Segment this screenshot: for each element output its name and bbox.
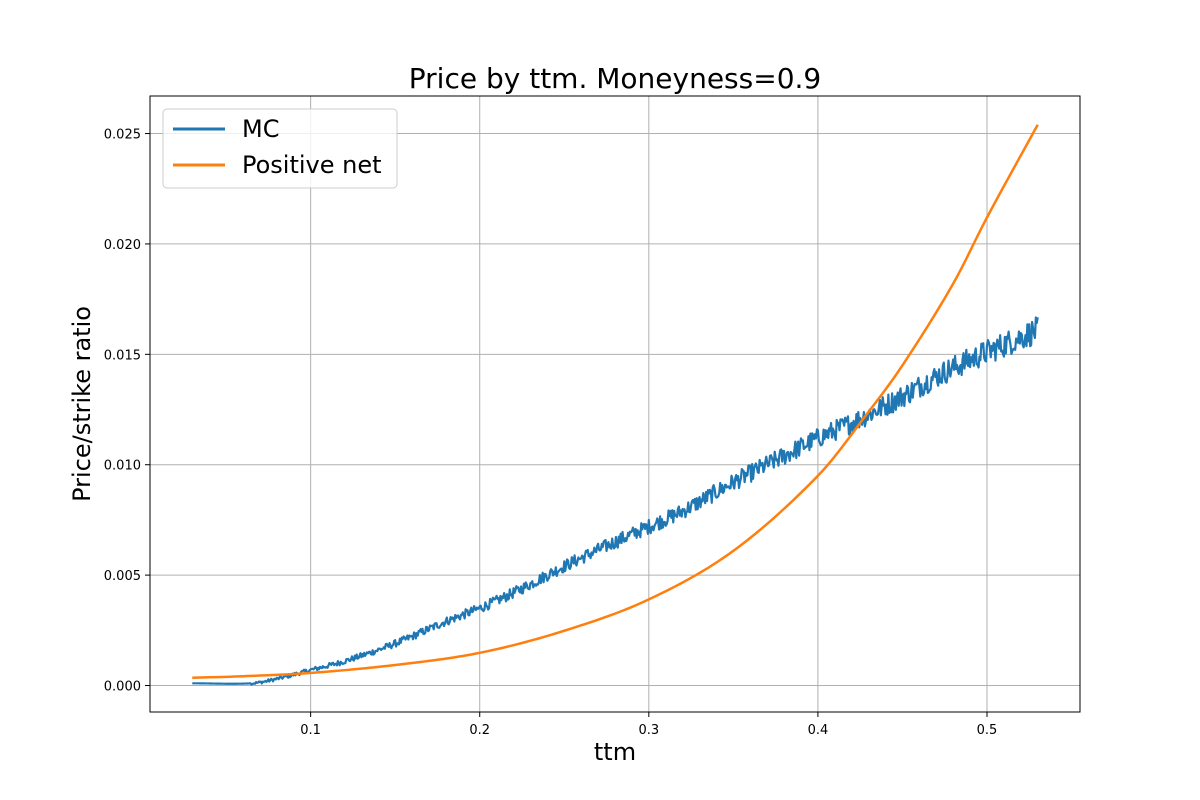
legend: MC Positive net	[162, 108, 398, 189]
y-tick-label: 0.010	[104, 459, 141, 474]
x-axis-ticks: 0.1 0.2 0.3 0.4 0.5	[300, 712, 997, 738]
x-tick-label: 0.5	[977, 723, 998, 738]
x-tick-label: 0.4	[808, 723, 829, 738]
series-line-positive-net	[192, 124, 1039, 680]
series-line-mc	[192, 316, 1039, 686]
x-tick-label: 0.2	[469, 723, 490, 738]
grid	[150, 96, 1080, 712]
x-tick-label: 0.3	[638, 723, 659, 738]
x-axis-label: ttm	[594, 738, 636, 766]
plot-frame	[149, 95, 1081, 713]
y-tick-label: 0.015	[104, 348, 141, 363]
x-tick-label: 0.1	[300, 723, 321, 738]
series-group	[192, 124, 1039, 686]
y-tick-label: 0.025	[104, 128, 141, 143]
y-tick-label: 0.000	[104, 680, 141, 695]
y-tick-label: 0.005	[104, 569, 141, 584]
y-axis-label: Price/strike ratio	[68, 306, 96, 502]
legend-label-mc: MC	[242, 115, 279, 143]
y-axis-ticks: 0.000 0.005 0.010 0.015 0.020 0.025	[104, 128, 150, 695]
chart-title: Price by ttm. Moneyness=0.9	[409, 62, 821, 95]
legend-label-positive-net: Positive net	[242, 151, 382, 179]
y-tick-label: 0.020	[104, 238, 141, 253]
